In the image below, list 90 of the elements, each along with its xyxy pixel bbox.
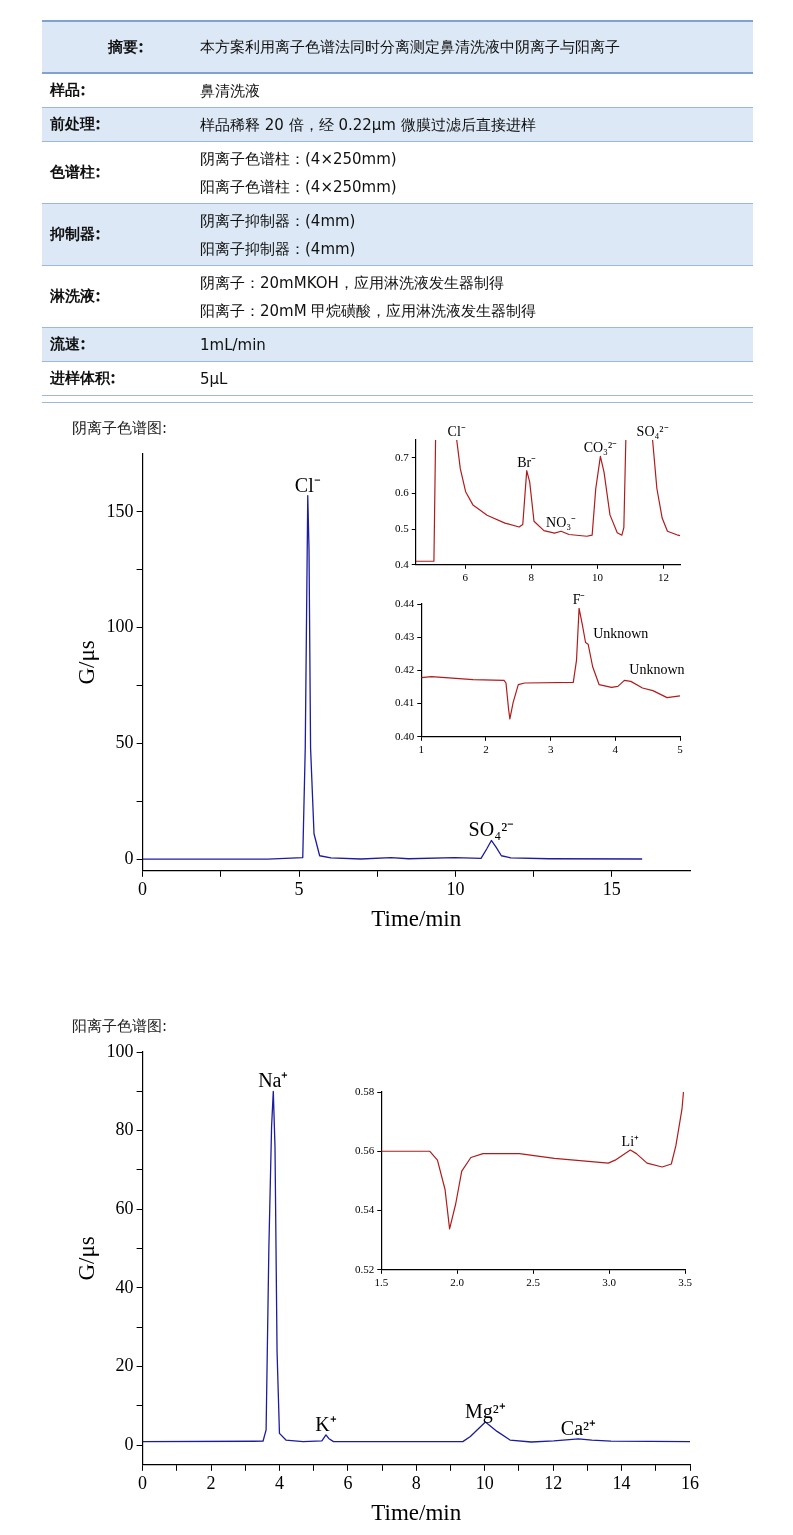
- x-tick-label: 6: [343, 1473, 353, 1494]
- x-tick-label: 1: [418, 743, 424, 756]
- x-tick-label: 16: [681, 1473, 699, 1494]
- category-label: 样品: [50, 81, 80, 99]
- x-tick-label: 4: [612, 743, 619, 756]
- x-tick-label: 2.0: [450, 1276, 465, 1289]
- annotation: CO₃²⁻: [583, 440, 618, 456]
- annotation: F⁻: [572, 592, 586, 608]
- x-tick-label: 14: [612, 1473, 631, 1494]
- x-tick-label: 8: [528, 571, 535, 584]
- y-tick-label: 0.58: [355, 1084, 375, 1097]
- text: 阴离子抑制器：(4mm): [200, 210, 357, 232]
- x-tick-label: 10: [475, 1473, 494, 1494]
- y-tick-label: 0.40: [395, 729, 415, 742]
- x-tick-label: 3.0: [602, 1276, 617, 1289]
- annotation: Ca²⁺: [560, 1416, 597, 1439]
- x-tick-label: 12: [657, 571, 669, 584]
- text: 鼻清洗液: [200, 80, 261, 102]
- category-label: 前处理: [50, 115, 95, 133]
- y-tick-label: 0.56: [355, 1144, 375, 1157]
- annotation: SO₄²⁻: [636, 424, 669, 439]
- y-tick-label: 100: [106, 616, 134, 637]
- text: 阴离子：20mMKOH，应用淋洗液发生器制得: [200, 272, 505, 294]
- text: 阳离子抑制器：(4mm): [200, 238, 357, 260]
- annotation: Unknown: [629, 662, 685, 678]
- category-label: 流速: [50, 335, 80, 353]
- chart-title: 阴离子色谱图:: [72, 418, 168, 437]
- category-label: 抑制器: [50, 225, 95, 243]
- annotation: SO₄²⁻: [468, 818, 515, 841]
- x-tick-label: 5: [294, 879, 304, 900]
- y-tick-label: 0.42: [395, 663, 415, 676]
- x-tick-label: 2: [483, 743, 489, 756]
- text: 本方案利用离子色谱法同时分离测定鼻清洗液中阴离子与阳离子: [200, 37, 621, 58]
- annotation: Unknown: [593, 626, 649, 642]
- annotation: Mg²⁺: [465, 1399, 506, 1423]
- x-tick-label: 10: [591, 571, 604, 584]
- annotation: K⁺: [315, 1412, 337, 1435]
- x-tick-label: 12: [544, 1473, 563, 1494]
- y-tick-label: 0.7: [395, 450, 410, 463]
- x-tick-label: 4: [274, 1473, 284, 1494]
- x-axis-title: Time/min: [371, 906, 462, 932]
- text: 5μL: [200, 368, 229, 390]
- text: 样品稀释 20 倍，经 0.22μm 微膜过滤后直接进样: [200, 114, 537, 136]
- x-tick-label: 2: [206, 1473, 216, 1494]
- x-tick-label: 10: [446, 879, 465, 900]
- x-tick-label: 3: [547, 743, 554, 756]
- x-tick-label: 5: [677, 743, 684, 756]
- annotation: Li⁺: [621, 1134, 640, 1150]
- y-axis-title: G/μs: [73, 1236, 99, 1281]
- x-tick-label: 6: [462, 571, 469, 584]
- x-axis-title: Time/min: [371, 1500, 462, 1526]
- annotation: Na⁺: [258, 1069, 289, 1092]
- y-tick-label: 20: [115, 1355, 134, 1376]
- x-tick-label: 15: [602, 879, 621, 900]
- annotation: Br⁻: [517, 454, 537, 470]
- y-axis-title: G/μs: [73, 640, 99, 685]
- text: 阳离子色谱柱：(4×250mm): [200, 176, 398, 198]
- y-tick-label: 60: [115, 1197, 134, 1218]
- y-tick-label: 0: [124, 847, 134, 868]
- text: 1mL/min: [200, 334, 267, 356]
- y-tick-label: 0.41: [395, 696, 415, 709]
- y-tick-label: 0.4: [395, 557, 410, 570]
- y-tick-label: 40: [115, 1276, 134, 1297]
- category-label: 淋洗液: [50, 287, 95, 305]
- y-tick-label: 50: [115, 732, 134, 753]
- category-label: 色谱柱: [50, 163, 95, 181]
- y-tick-label: 0.6: [395, 486, 410, 499]
- x-tick-label: 3.5: [678, 1276, 693, 1289]
- text: 阴离子色谱柱：(4×250mm): [200, 148, 398, 170]
- x-tick-label: 2.5: [526, 1276, 541, 1289]
- y-tick-label: 150: [106, 500, 134, 521]
- y-tick-label: 0: [124, 1433, 134, 1454]
- annotation: Cl⁻: [294, 473, 321, 496]
- y-tick-label: 0.52: [355, 1262, 375, 1275]
- x-tick-label: 0: [138, 1473, 148, 1494]
- x-tick-label: 0: [138, 879, 148, 900]
- y-tick-label: 0.43: [395, 630, 415, 643]
- category-label: 进样体积: [50, 369, 110, 387]
- y-tick-label: 80: [115, 1119, 134, 1140]
- text: 阳离子：20mM 甲烷磺酸，应用淋洗液发生器制得: [200, 300, 538, 322]
- x-tick-label: 1.5: [374, 1276, 389, 1289]
- y-tick-label: 0.44: [395, 596, 415, 609]
- x-tick-label: 8: [411, 1473, 421, 1494]
- category-label: 摘要: [107, 37, 138, 56]
- chart-title: 阳离子色谱图:: [72, 1016, 168, 1035]
- annotation: NO₃⁻: [546, 515, 577, 531]
- y-tick-label: 0.54: [355, 1203, 375, 1216]
- y-tick-label: 100: [106, 1040, 134, 1061]
- y-tick-label: 0.5: [395, 522, 410, 535]
- annotation: Cl⁻: [447, 424, 466, 439]
